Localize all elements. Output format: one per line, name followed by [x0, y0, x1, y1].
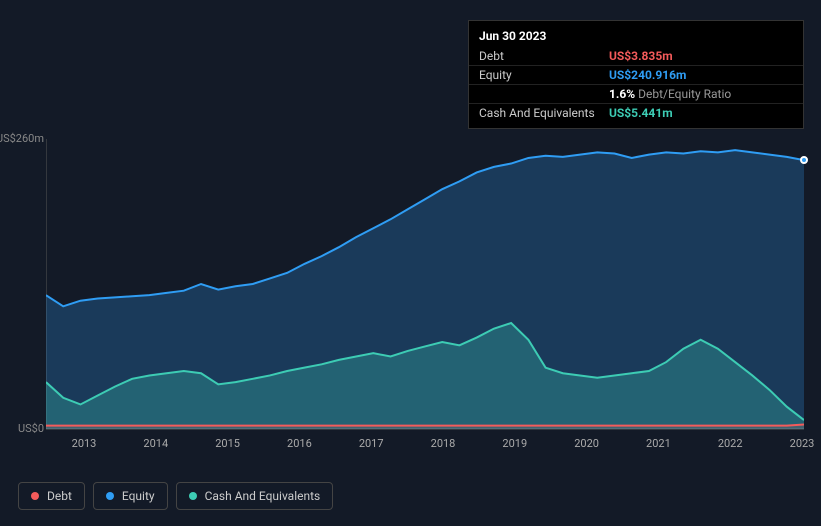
legend-label: Equity	[122, 489, 155, 503]
x-tick-label: 2016	[287, 437, 312, 450]
x-tick-label: 2020	[574, 437, 599, 450]
x-tick-label: 2017	[359, 437, 384, 450]
legend-label: Debt	[47, 489, 72, 503]
legend-dot-icon	[189, 492, 197, 500]
legend-item-cash-and-equivalents[interactable]: Cash And Equivalents	[176, 482, 334, 510]
tooltip-row: 1.6% Debt/Equity Ratio	[469, 85, 803, 104]
x-tick-label: 2014	[143, 437, 168, 450]
tooltip-date: Jun 30 2023	[469, 27, 803, 47]
tooltip-row-label: Equity	[479, 68, 609, 82]
x-tick-label: 2015	[215, 437, 240, 450]
tooltip-row-value: US$3.835m	[609, 49, 673, 63]
tooltip-row-value: US$5.441m	[609, 106, 673, 120]
x-tick-label: 2018	[431, 437, 456, 450]
x-tick-label: 2019	[502, 437, 527, 450]
legend-item-equity[interactable]: Equity	[93, 482, 168, 510]
chart-tooltip: Jun 30 2023 DebtUS$3.835mEquityUS$240.91…	[468, 20, 804, 129]
legend-item-debt[interactable]: Debt	[18, 482, 85, 510]
legend-label: Cash And Equivalents	[205, 489, 321, 503]
hover-marker	[800, 156, 808, 164]
legend: Debt Equity Cash And Equivalents	[18, 482, 333, 510]
chart-svg[interactable]	[46, 125, 804, 445]
tooltip-row: Cash And EquivalentsUS$5.441m	[469, 104, 803, 122]
x-tick-label: 2013	[72, 437, 97, 450]
x-tick-label: 2022	[718, 437, 743, 450]
tooltip-row-label	[479, 87, 609, 101]
tooltip-row: EquityUS$240.916m	[469, 66, 803, 85]
tooltip-rows: DebtUS$3.835mEquityUS$240.916m1.6% Debt/…	[469, 47, 803, 122]
x-tick-label: 2021	[646, 437, 671, 450]
tooltip-row-value: US$240.916m	[609, 68, 686, 82]
x-tick-label: 2023	[790, 437, 815, 450]
tooltip-row-label: Cash And Equivalents	[479, 106, 609, 120]
legend-dot-icon	[106, 492, 114, 500]
tooltip-row: DebtUS$3.835m	[469, 47, 803, 66]
chart-area: US$0US$260m 2013201420152016201720182019…	[18, 125, 804, 445]
legend-dot-icon	[31, 492, 39, 500]
tooltip-row-label: Debt	[479, 49, 609, 63]
tooltip-row-value: 1.6% Debt/Equity Ratio	[609, 87, 731, 101]
y-tick-label: US$260m	[0, 132, 44, 145]
x-axis-labels: 2013 2014 2015 2016 2017 2018 2019 2020 2021 2022…	[64, 437, 804, 457]
y-tick-label: US$0	[18, 422, 44, 435]
